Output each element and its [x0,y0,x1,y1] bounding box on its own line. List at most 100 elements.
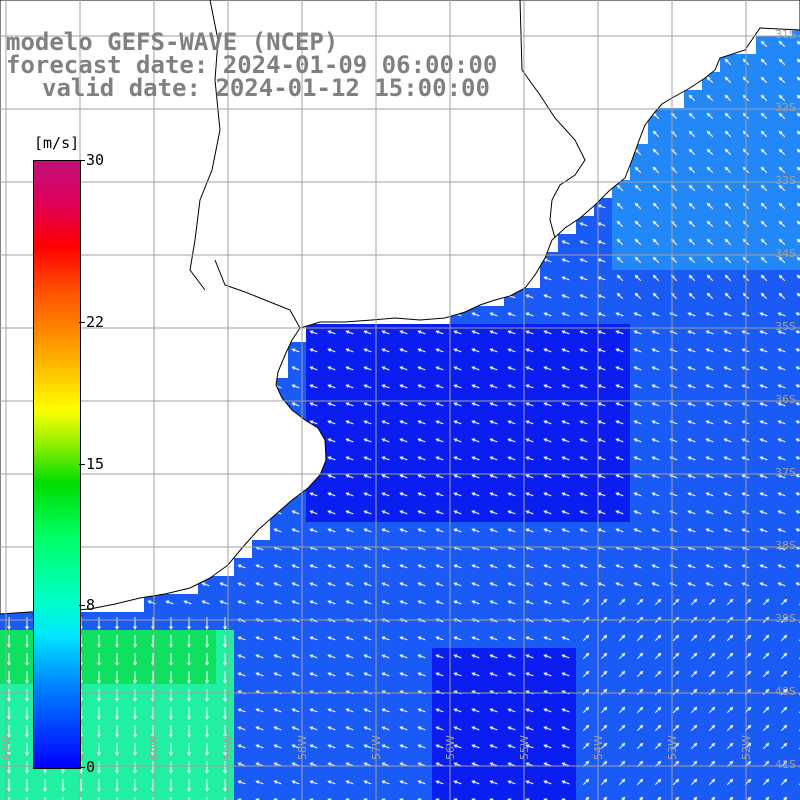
wind-arrow-head [255,708,260,712]
wind-speed-cell [792,792,800,800]
wind-arrow-head [133,716,137,721]
wind-arrow [544,744,552,749]
wind-arrow [346,744,354,749]
wind-arrow [580,474,588,479]
wind-arrow-head [399,618,404,622]
wind-arrow [472,402,480,407]
wind-arrow [707,167,714,174]
wind-arrow-head [363,744,368,748]
wind-arrow [346,384,354,389]
wind-arrow [708,779,715,786]
wind-arrow [780,671,787,678]
wind-arrow [762,635,769,642]
wind-arrow-head [363,672,368,676]
wind-arrow [688,312,696,317]
wind-arrow-head [724,148,729,153]
wind-arrow-head [741,330,746,334]
wind-arrow-head [97,788,101,793]
wind-arrow [526,402,534,407]
wind-arrow [526,510,534,515]
wind-arrow-head [603,616,608,621]
wind-speed-cell [540,792,558,800]
wind-arrow-head [255,672,260,676]
wind-arrow-head [489,744,494,748]
wind-arrow-head [777,528,782,532]
wind-arrow-head [741,492,746,496]
wind-arrow-head [765,706,770,711]
wind-arrow [346,528,354,533]
wind-arrow-head [760,238,765,243]
wind-speed-cell [396,792,414,800]
wind-arrow-head [25,788,29,793]
wind-arrow [202,600,210,605]
wind-arrow [616,528,624,533]
wind-arrow [762,671,769,678]
wind-arrow-head [675,742,680,747]
wind-speed-cell [756,792,774,800]
wind-arrow-head [507,384,512,388]
wind-arrow-head [399,348,404,352]
wind-arrow [761,59,768,66]
wind-arrow-head [711,598,716,603]
wind-arrow [580,564,588,569]
wind-arrow-head [621,616,626,621]
wind-arrow [760,528,768,533]
wind-arrow [436,438,444,443]
wind-speed-cell [792,432,800,450]
wind-speed-cell [432,792,450,800]
wind-arrow-head [778,238,783,243]
wind-arrow-head [729,778,734,783]
wind-arrow-head [507,312,512,316]
wind-arrow [418,402,426,407]
wind-arrow-head [309,510,314,514]
wind-arrow [689,167,696,174]
wind-arrow-head [399,528,404,532]
wind-arrow [688,348,696,353]
wind-arrow [688,528,696,533]
wind-arrow [238,600,246,605]
wind-arrow-head [525,420,530,424]
wind-arrow-head [507,654,512,658]
wind-arrow-head [187,770,191,775]
wind-arrow [310,546,318,551]
wind-arrow-head [724,184,729,189]
wind-arrow [418,672,426,677]
wind-arrow-head [327,744,332,748]
wind-arrow [490,564,498,569]
wind-arrow-head [489,420,494,424]
wind-arrow-head [777,366,782,370]
wind-speed-cell [792,576,800,594]
wind-arrow [436,600,444,605]
wind-arrow-head [309,564,314,568]
wind-arrow-head [615,348,620,352]
wind-arrow [436,672,444,677]
wind-arrow-head [115,770,119,775]
wind-arrow [418,600,426,605]
wind-arrow-head [795,528,800,532]
wind-arrow [454,564,462,569]
wind-arrow-head [561,420,566,424]
wind-arrow [328,762,336,767]
wind-speed-cell [198,792,216,800]
wind-arrow-head [711,634,716,639]
wind-arrow-head [688,94,693,99]
wind-arrow-head [759,456,764,460]
wind-arrow-head [651,312,656,316]
wind-arrow [580,312,588,317]
wind-arrow-head [795,330,800,334]
wind-arrow-head [471,744,476,748]
wind-arrow [616,582,624,587]
wind-arrow-head [795,402,800,406]
wind-arrow [436,708,444,713]
wind-speed-cell [792,774,800,792]
wind-arrow [725,149,732,156]
wind-arrow-head [381,672,386,676]
wind-arrow [544,636,552,641]
wind-speed-cell [792,54,800,72]
wind-arrow [761,95,768,102]
wind-arrow-head [621,652,626,657]
wind-arrow [672,743,679,750]
wind-arrow-head [435,582,440,586]
wind-arrow [726,725,733,732]
wind-arrow-head [759,366,764,370]
